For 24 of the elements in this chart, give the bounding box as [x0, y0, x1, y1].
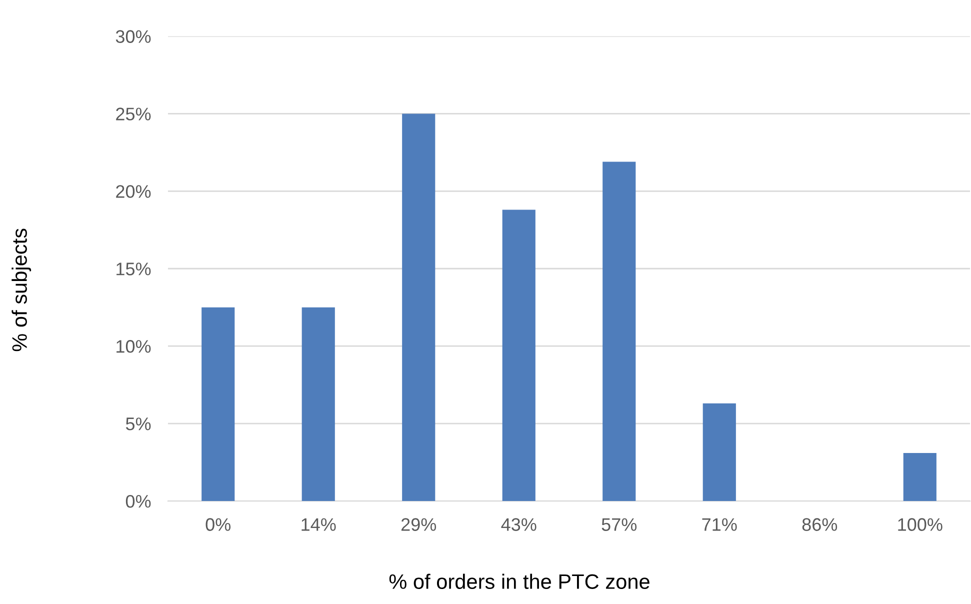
x-axis-title: % of orders in the PTC zone	[389, 574, 650, 590]
bar	[602, 162, 636, 502]
bar	[302, 307, 335, 502]
y-tick-label: 10%	[116, 340, 151, 353]
bar	[202, 307, 235, 502]
bar	[702, 403, 736, 502]
y-tick-label: 15%	[116, 262, 151, 276]
x-tick-label: 86%	[802, 518, 838, 531]
y-axis-title: % of subjects	[12, 228, 32, 352]
bar	[402, 114, 436, 502]
bar	[502, 210, 536, 502]
x-tick-label: 57%	[602, 518, 637, 531]
y-tick-label: 0%	[126, 494, 151, 508]
x-tick-label: 71%	[702, 518, 737, 531]
x-tick-label: 100%	[898, 518, 942, 531]
x-tick-label: 29%	[401, 518, 436, 531]
y-tick-label: 30%	[116, 30, 151, 43]
y-tick-label: 20%	[116, 185, 151, 198]
y-tick-label: 25%	[116, 108, 151, 120]
x-tick-label: 0%	[206, 518, 231, 531]
x-tick-label: 43%	[501, 518, 536, 531]
bar	[903, 452, 936, 502]
x-tick-label: 14%	[302, 518, 336, 531]
y-tick-label: 5%	[126, 418, 151, 430]
